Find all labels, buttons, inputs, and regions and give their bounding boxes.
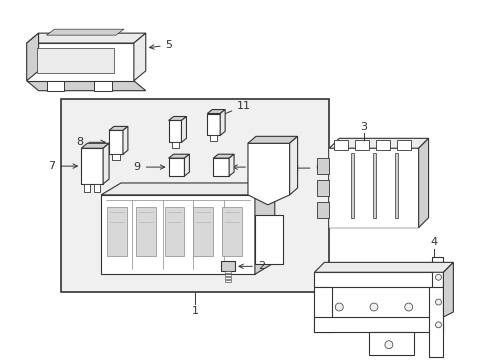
Bar <box>107 207 127 256</box>
Bar <box>224 277 231 279</box>
Polygon shape <box>46 29 123 35</box>
Text: 5: 5 <box>149 40 172 50</box>
Polygon shape <box>221 261 235 271</box>
Circle shape <box>369 303 377 311</box>
Polygon shape <box>168 154 189 158</box>
Polygon shape <box>314 317 443 332</box>
Polygon shape <box>109 126 128 130</box>
Polygon shape <box>168 121 181 142</box>
Polygon shape <box>27 33 145 43</box>
Polygon shape <box>372 153 375 218</box>
Bar <box>94 81 112 91</box>
Text: 1: 1 <box>191 306 199 316</box>
Polygon shape <box>328 138 427 148</box>
Polygon shape <box>81 148 103 184</box>
Polygon shape <box>247 136 297 143</box>
Polygon shape <box>220 109 224 135</box>
Circle shape <box>435 274 441 280</box>
Bar <box>354 140 368 150</box>
Text: 9: 9 <box>133 162 164 172</box>
Bar <box>224 280 231 282</box>
Polygon shape <box>314 262 452 272</box>
Polygon shape <box>103 143 109 184</box>
Text: 8: 8 <box>76 137 105 147</box>
Text: 7: 7 <box>48 161 77 171</box>
Bar <box>37 48 114 73</box>
Circle shape <box>404 303 412 311</box>
Bar <box>396 140 410 150</box>
Polygon shape <box>314 272 443 287</box>
Bar <box>112 154 120 160</box>
Polygon shape <box>81 143 109 148</box>
Polygon shape <box>134 33 145 81</box>
Text: 10: 10 <box>232 162 264 172</box>
Bar <box>193 207 213 256</box>
Polygon shape <box>27 33 39 81</box>
Polygon shape <box>27 81 145 91</box>
Bar <box>171 142 178 148</box>
Polygon shape <box>168 158 184 176</box>
Polygon shape <box>418 138 427 228</box>
Circle shape <box>335 303 343 311</box>
Polygon shape <box>213 158 229 176</box>
Bar <box>334 140 347 150</box>
Polygon shape <box>443 262 452 317</box>
Polygon shape <box>368 332 413 355</box>
Polygon shape <box>207 113 220 135</box>
Polygon shape <box>394 153 397 218</box>
Text: 4: 4 <box>429 238 436 247</box>
Bar <box>136 207 155 256</box>
Polygon shape <box>254 215 282 264</box>
Bar <box>210 135 217 141</box>
Bar <box>61 99 328 292</box>
Circle shape <box>384 341 392 349</box>
Polygon shape <box>27 43 134 81</box>
Polygon shape <box>289 136 297 195</box>
Polygon shape <box>122 126 128 154</box>
Polygon shape <box>317 180 328 196</box>
Bar <box>222 207 242 256</box>
Bar <box>84 184 90 192</box>
Polygon shape <box>207 109 224 113</box>
Polygon shape <box>184 154 189 176</box>
Polygon shape <box>328 148 418 228</box>
Bar <box>46 81 64 91</box>
Text: 6: 6 <box>293 163 322 173</box>
Polygon shape <box>431 257 443 317</box>
Polygon shape <box>213 154 234 158</box>
Polygon shape <box>101 183 274 195</box>
Polygon shape <box>427 287 443 357</box>
Polygon shape <box>247 143 289 205</box>
Polygon shape <box>314 287 332 332</box>
Polygon shape <box>229 154 234 176</box>
Bar <box>94 184 100 192</box>
Text: 2: 2 <box>239 261 264 271</box>
Bar <box>164 207 184 256</box>
Circle shape <box>435 299 441 305</box>
Bar <box>224 271 231 273</box>
Bar <box>375 140 389 150</box>
Polygon shape <box>109 130 122 154</box>
Polygon shape <box>101 195 254 274</box>
Polygon shape <box>254 183 274 274</box>
Polygon shape <box>317 202 328 218</box>
Polygon shape <box>317 158 328 174</box>
Polygon shape <box>350 153 353 218</box>
Text: 11: 11 <box>210 100 250 120</box>
Bar <box>224 274 231 276</box>
Circle shape <box>435 322 441 328</box>
Text: 3: 3 <box>360 122 367 132</box>
Polygon shape <box>181 117 186 142</box>
Polygon shape <box>168 117 186 121</box>
